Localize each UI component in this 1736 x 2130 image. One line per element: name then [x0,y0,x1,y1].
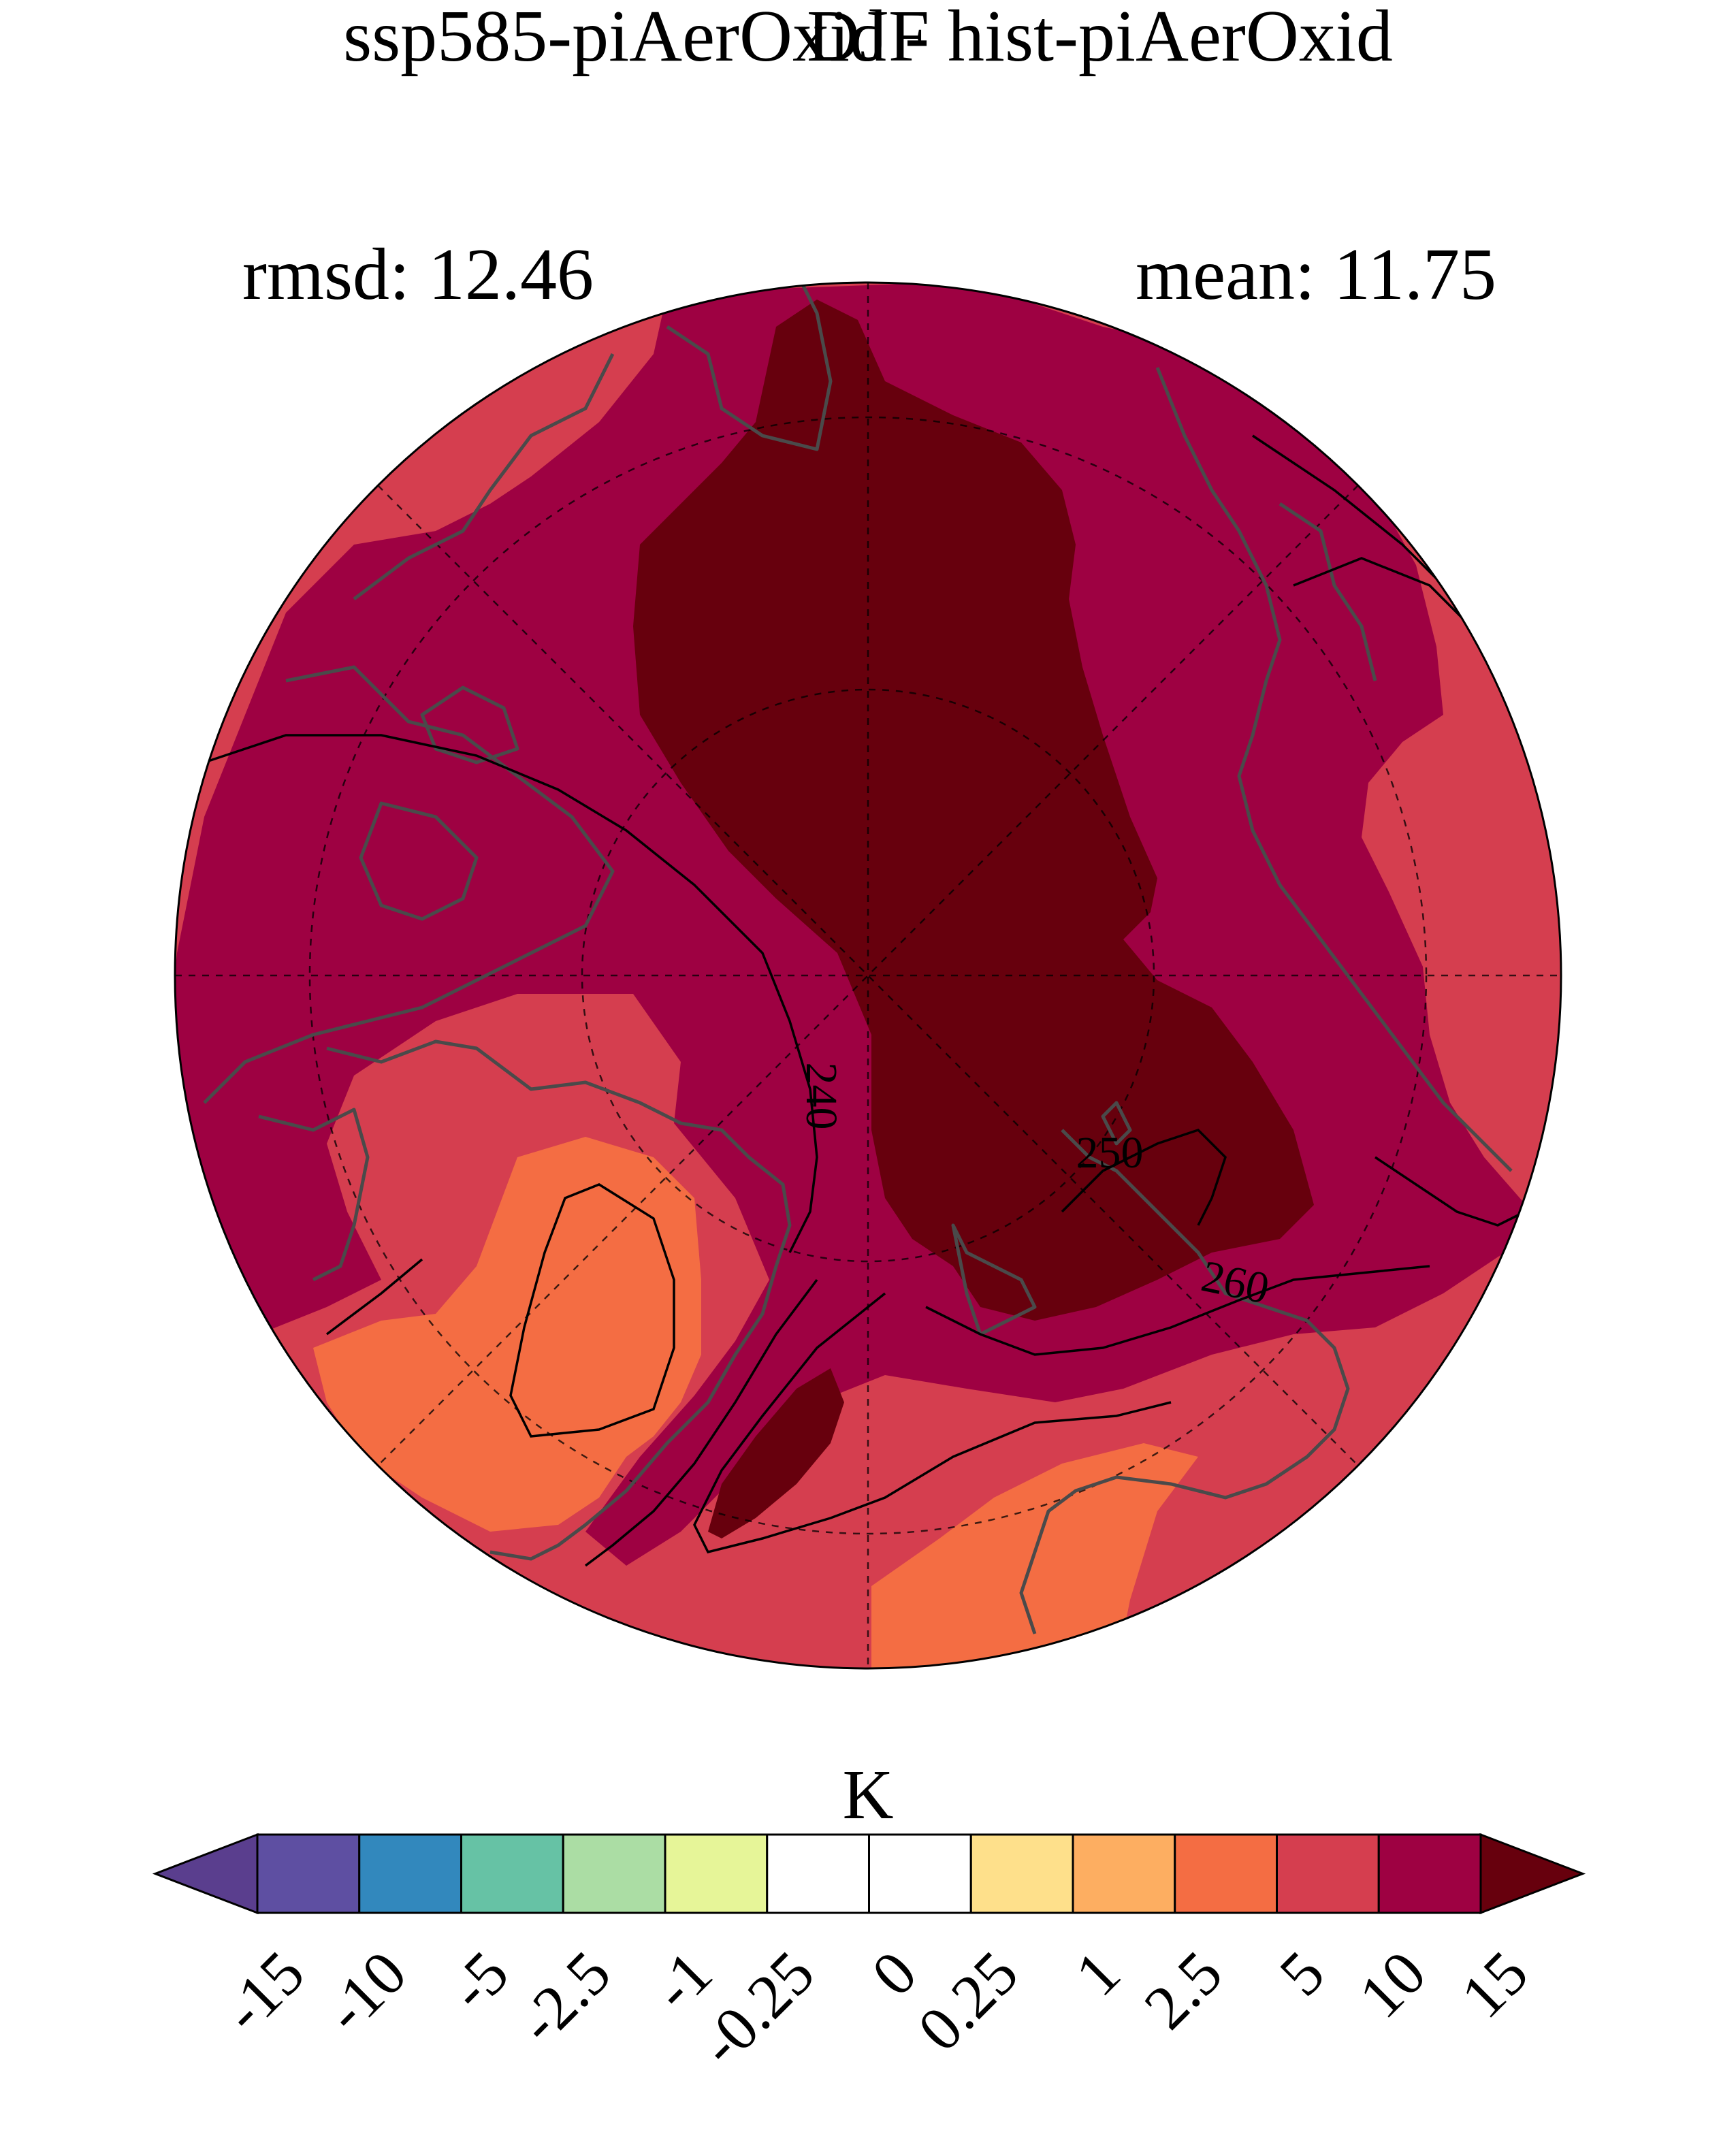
colorbar-box [1174,1833,1278,1914]
mean-label: mean: 11.75 [1136,234,1496,315]
colorbar-box [664,1833,769,1914]
colorbar-box [1276,1833,1380,1914]
colorbar-box [358,1833,462,1914]
colorbar-box [1377,1833,1482,1914]
plot-title: ssp585-piAerOxid - hist-piAerOxid [343,0,1393,77]
colorbar-under-arrow [152,1833,259,1915]
season-label: DJF [806,0,930,77]
colorbar-box [1072,1833,1176,1914]
graticule [175,283,1561,1668]
colorbar-box [460,1833,564,1914]
colorbar-box [562,1833,666,1914]
polar-map: 240 250 260 [174,281,1562,1670]
contour-label-240: 240 [797,1063,846,1130]
field-above-15-region [633,300,1314,1321]
colorbar-box [868,1833,972,1914]
coastlines [203,285,1513,1634]
colorbar-box [256,1833,361,1914]
contour-lines [204,434,1526,1567]
rmsd-label: rmsd: 12.46 [242,234,594,315]
colorbar-box [969,1833,1074,1914]
contour-label-250: 250 [1076,1128,1144,1178]
field-above-15-tongue [708,1368,844,1538]
map-boundary [174,281,1562,1670]
colorbar-over-arrow [1479,1833,1586,1915]
colorbar-box [766,1833,870,1914]
colorbar-unit: K [842,1756,894,1834]
